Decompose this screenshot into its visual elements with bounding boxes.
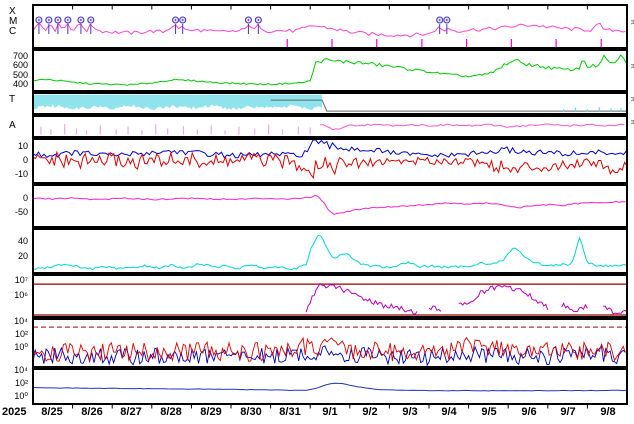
particle-flux-blue [34, 345, 626, 366]
x-tick-8-27: 8/27 [120, 406, 142, 418]
b-total-blue [34, 140, 626, 159]
y-label-flux3-1e0: 10⁰ [14, 391, 28, 401]
panel-border-dst [32, 184, 628, 228]
y-label-speed-500: 500 [12, 70, 28, 80]
x-tick-9-2: 9/2 [362, 406, 378, 418]
y-label-density-40: 40 [17, 236, 28, 246]
x-tick-8-25: 8/25 [41, 406, 63, 418]
panel-border-temp [32, 92, 628, 115]
electron-flux [34, 382, 626, 392]
panel-flux1 [34, 282, 626, 316]
panel-flux3 [34, 382, 626, 392]
y-label-density-20: 20 [17, 251, 28, 261]
panel-speed [34, 54, 626, 86]
y-label-xray-m: M [9, 16, 18, 27]
panel-border-flux1 [32, 274, 628, 318]
y-label-speed-700: 700 [12, 51, 28, 61]
y-label-flux2-1e2: 10² [14, 329, 28, 339]
panel-bfield [34, 140, 626, 179]
particle-flux-red [34, 336, 626, 362]
x-tick-8-30: 8/30 [240, 406, 262, 418]
panel-temp [34, 94, 626, 113]
panel-border-xray [32, 4, 628, 49]
panel-border-flux3 [32, 368, 628, 405]
plasma-density [34, 234, 626, 271]
temperature-band [34, 94, 323, 111]
panel-density [34, 234, 626, 271]
panel-border-bfield [32, 138, 628, 184]
dst-index [34, 194, 626, 215]
x-axis-year-label: 2025 [2, 406, 27, 418]
y-label-bfield-0: 0 [22, 155, 28, 165]
x-tick-8-31: 8/31 [279, 406, 301, 418]
level-step-line [270, 99, 626, 112]
solar-wind-speed [34, 54, 626, 86]
y-label-bfield-n10: -10 [14, 169, 28, 179]
panel-flux2 [34, 326, 626, 366]
panel-border-astrip [32, 115, 628, 138]
x-tick-9-3: 9/3 [402, 406, 418, 418]
y-label-flux1-1e7: 10⁷ [14, 275, 28, 285]
x-tick-9-5: 9/5 [481, 406, 497, 418]
x-tick-9-1: 9/1 [322, 406, 338, 418]
right-axis-label-3: R [629, 97, 634, 102]
x-tick-9-7: 9/7 [560, 406, 576, 418]
x-tick-8-28: 8/28 [160, 406, 182, 418]
y-label-xray-x: X [9, 6, 16, 17]
y-label-speed-400: 400 [12, 79, 28, 89]
right-axis-label-2: R [629, 64, 634, 69]
high-energy-flux [305, 282, 626, 315]
y-label-flux2-1e4: 10⁴ [14, 316, 28, 326]
y-label-flux2-1e0: 10⁰ [14, 342, 28, 352]
panel-border-flux2 [32, 318, 628, 368]
y-label-flux3-1e2: 10² [14, 378, 28, 388]
panel-xray [34, 16, 626, 47]
x-tick-8-29: 8/29 [200, 406, 222, 418]
y-label-bfield-10: 10 [17, 141, 28, 151]
panel-astrip [40, 123, 625, 135]
y-label-dst-n50: -50 [14, 207, 28, 217]
panel-dst [34, 194, 626, 215]
y-label-a: A [9, 120, 16, 131]
panel-border-speed [32, 49, 628, 92]
x-tick-9-4: 9/4 [441, 406, 457, 418]
y-label-flux3-1e4: 10⁴ [14, 365, 28, 375]
y-label-temp-t: T [9, 94, 16, 105]
x-tick-8-26: 8/26 [81, 406, 103, 418]
x-tick-9-8: 9/8 [600, 406, 616, 418]
panel-border-density [32, 228, 628, 274]
y-label-speed-600: 600 [12, 60, 28, 70]
y-label-flux1-1e6: 10⁶ [14, 290, 28, 300]
y-label-dst-0: 0 [22, 193, 28, 203]
a-line [320, 123, 625, 131]
right-axis-label-4: R [629, 120, 634, 125]
xray-flux [34, 22, 626, 38]
bz-red [34, 150, 626, 179]
y-label-xray-c: C [9, 26, 17, 37]
right-axis-label-1: R [629, 20, 634, 25]
x-tick-9-6: 9/6 [521, 406, 537, 418]
